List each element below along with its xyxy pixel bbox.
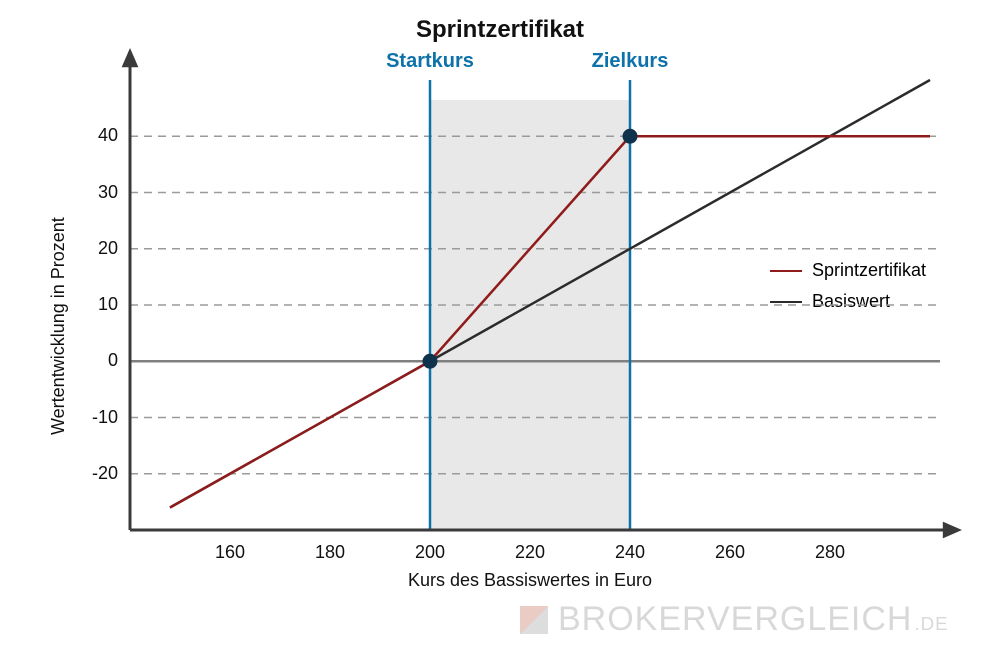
x-tick: 280 — [805, 542, 855, 563]
y-tick: 40 — [72, 125, 118, 146]
chart-container: { "canvas": { "width": 1000, "height": 6… — [0, 0, 1000, 654]
y-tick: 0 — [72, 350, 118, 371]
marker-point — [423, 354, 437, 368]
marker-point — [623, 129, 637, 143]
sprint-band — [430, 100, 630, 530]
x-tick: 260 — [705, 542, 755, 563]
y-axis-arrow — [122, 48, 139, 67]
x-tick: 200 — [405, 542, 455, 563]
y-tick: -10 — [72, 407, 118, 428]
y-tick: 10 — [72, 294, 118, 315]
y-tick: 20 — [72, 238, 118, 259]
x-axis-arrow — [943, 522, 962, 539]
x-tick: 220 — [505, 542, 555, 563]
x-tick: 180 — [305, 542, 355, 563]
x-tick: 240 — [605, 542, 655, 563]
y-tick: 30 — [72, 182, 118, 203]
y-tick: -20 — [72, 463, 118, 484]
x-tick: 160 — [205, 542, 255, 563]
